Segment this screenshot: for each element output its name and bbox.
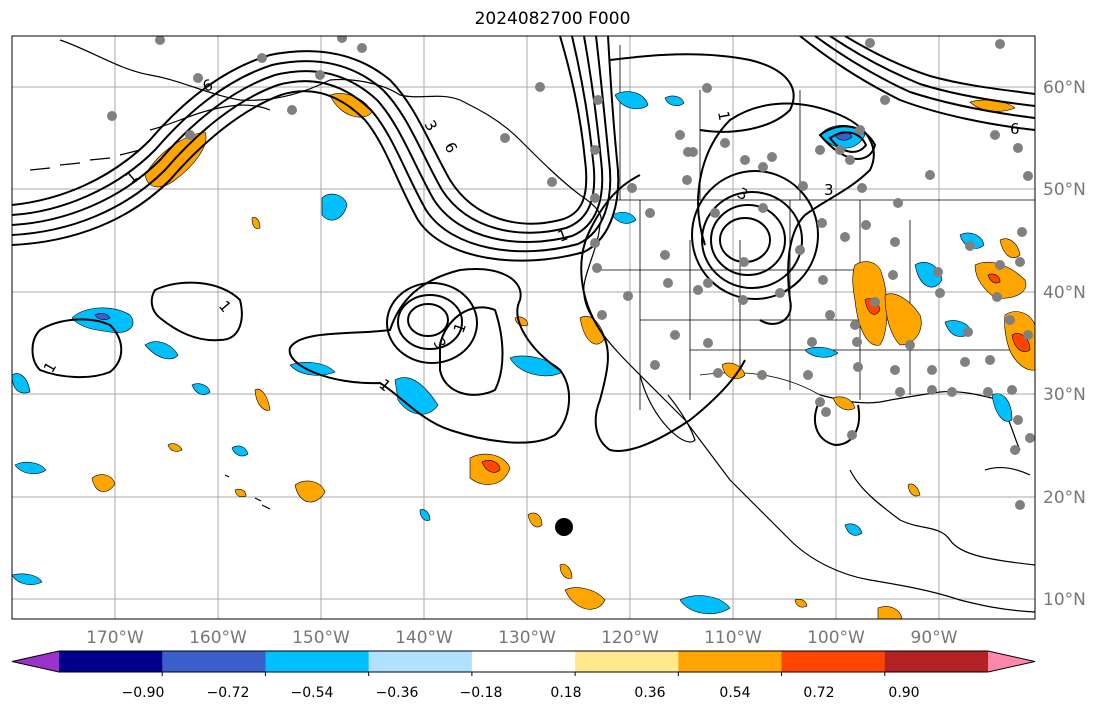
colorbar-tick-label: 0.54 bbox=[719, 685, 750, 701]
contour-label: 6 bbox=[1010, 120, 1020, 138]
colorbar-tick-labels: −0.90 −0.72 −0.54 −0.36 −0.18 0.18 0.36 … bbox=[122, 685, 920, 701]
contour-label-set: 1 6 3 6 1 1 1 3 1 1 3 3 6 1 bbox=[40, 76, 1020, 396]
contour-label: 1 bbox=[122, 167, 141, 187]
colorbar-tick-label: −0.72 bbox=[207, 685, 250, 701]
latitude-labels: 60°N 50°N 40°N 30°N 20°N 10°N bbox=[1043, 78, 1086, 610]
longitude-labels: 170°W 160°W 150°W 140°W 130°W 120°W 110°… bbox=[86, 628, 958, 648]
lon-label: 150°W bbox=[292, 628, 350, 648]
contour-label: 1 bbox=[555, 226, 570, 246]
lon-label: 90°W bbox=[911, 628, 958, 648]
colorbar-tick-label: −0.90 bbox=[122, 685, 165, 701]
colorbar-segment bbox=[471, 651, 576, 672]
lon-label: 170°W bbox=[86, 628, 144, 648]
storm-center-marker bbox=[555, 518, 573, 536]
colorbar-segment bbox=[781, 651, 886, 672]
lon-label: 160°W bbox=[189, 628, 247, 648]
lon-label: 110°W bbox=[704, 628, 762, 648]
station-markers bbox=[107, 36, 1035, 510]
lon-label: 100°W bbox=[807, 628, 865, 648]
colorbar-tick-label: −0.54 bbox=[291, 685, 334, 701]
lat-label: 30°N bbox=[1043, 385, 1086, 405]
contour-label: 1 bbox=[450, 320, 470, 335]
lon-label: 140°W bbox=[395, 628, 453, 648]
colorbar-segment bbox=[59, 651, 163, 672]
colorbar-tick-label: −0.36 bbox=[376, 685, 419, 701]
colorbar-tick-label: 0.72 bbox=[803, 685, 834, 701]
lat-label: 40°N bbox=[1043, 283, 1086, 303]
colorbar-segment bbox=[678, 651, 783, 672]
lon-label: 120°W bbox=[601, 628, 659, 648]
colorbar-tick-label: 0.90 bbox=[888, 685, 919, 701]
map-area: 1 6 3 6 1 1 1 3 1 1 3 3 6 1 bbox=[12, 36, 1035, 619]
lat-label: 10°N bbox=[1043, 590, 1086, 610]
colorbar-tick-label: −0.18 bbox=[460, 685, 503, 701]
colorbar-tick-label: 0.36 bbox=[634, 685, 665, 701]
colorbar bbox=[11, 650, 1036, 676]
colorbar-segment bbox=[884, 651, 989, 672]
contour-label: 3 bbox=[734, 184, 751, 204]
positive-anomaly-patches bbox=[91, 93, 1035, 619]
map-title: 2024082700 F000 bbox=[474, 9, 631, 29]
colorbar-extend-low bbox=[12, 651, 59, 672]
contour-label: 6 bbox=[441, 139, 461, 156]
lat-label: 50°N bbox=[1043, 180, 1086, 200]
contour-label: 1 bbox=[714, 110, 733, 123]
lon-label: 130°W bbox=[498, 628, 556, 648]
colorbar-outline bbox=[11, 650, 1036, 673]
lat-label: 20°N bbox=[1043, 488, 1086, 508]
colorbar-segment bbox=[575, 651, 679, 672]
contour-label: 1 bbox=[40, 359, 60, 376]
colorbar-tick-label: 0.18 bbox=[550, 685, 581, 701]
contour-lines bbox=[12, 36, 1035, 452]
map-frame bbox=[11, 35, 1036, 620]
colorbar-segment bbox=[162, 651, 266, 672]
colorbar-segment bbox=[368, 651, 473, 672]
colorbar-extend-high bbox=[988, 651, 1035, 672]
colorbar-segment bbox=[265, 651, 370, 672]
lat-label: 60°N bbox=[1043, 78, 1086, 98]
contour-label: 3 bbox=[824, 181, 834, 199]
